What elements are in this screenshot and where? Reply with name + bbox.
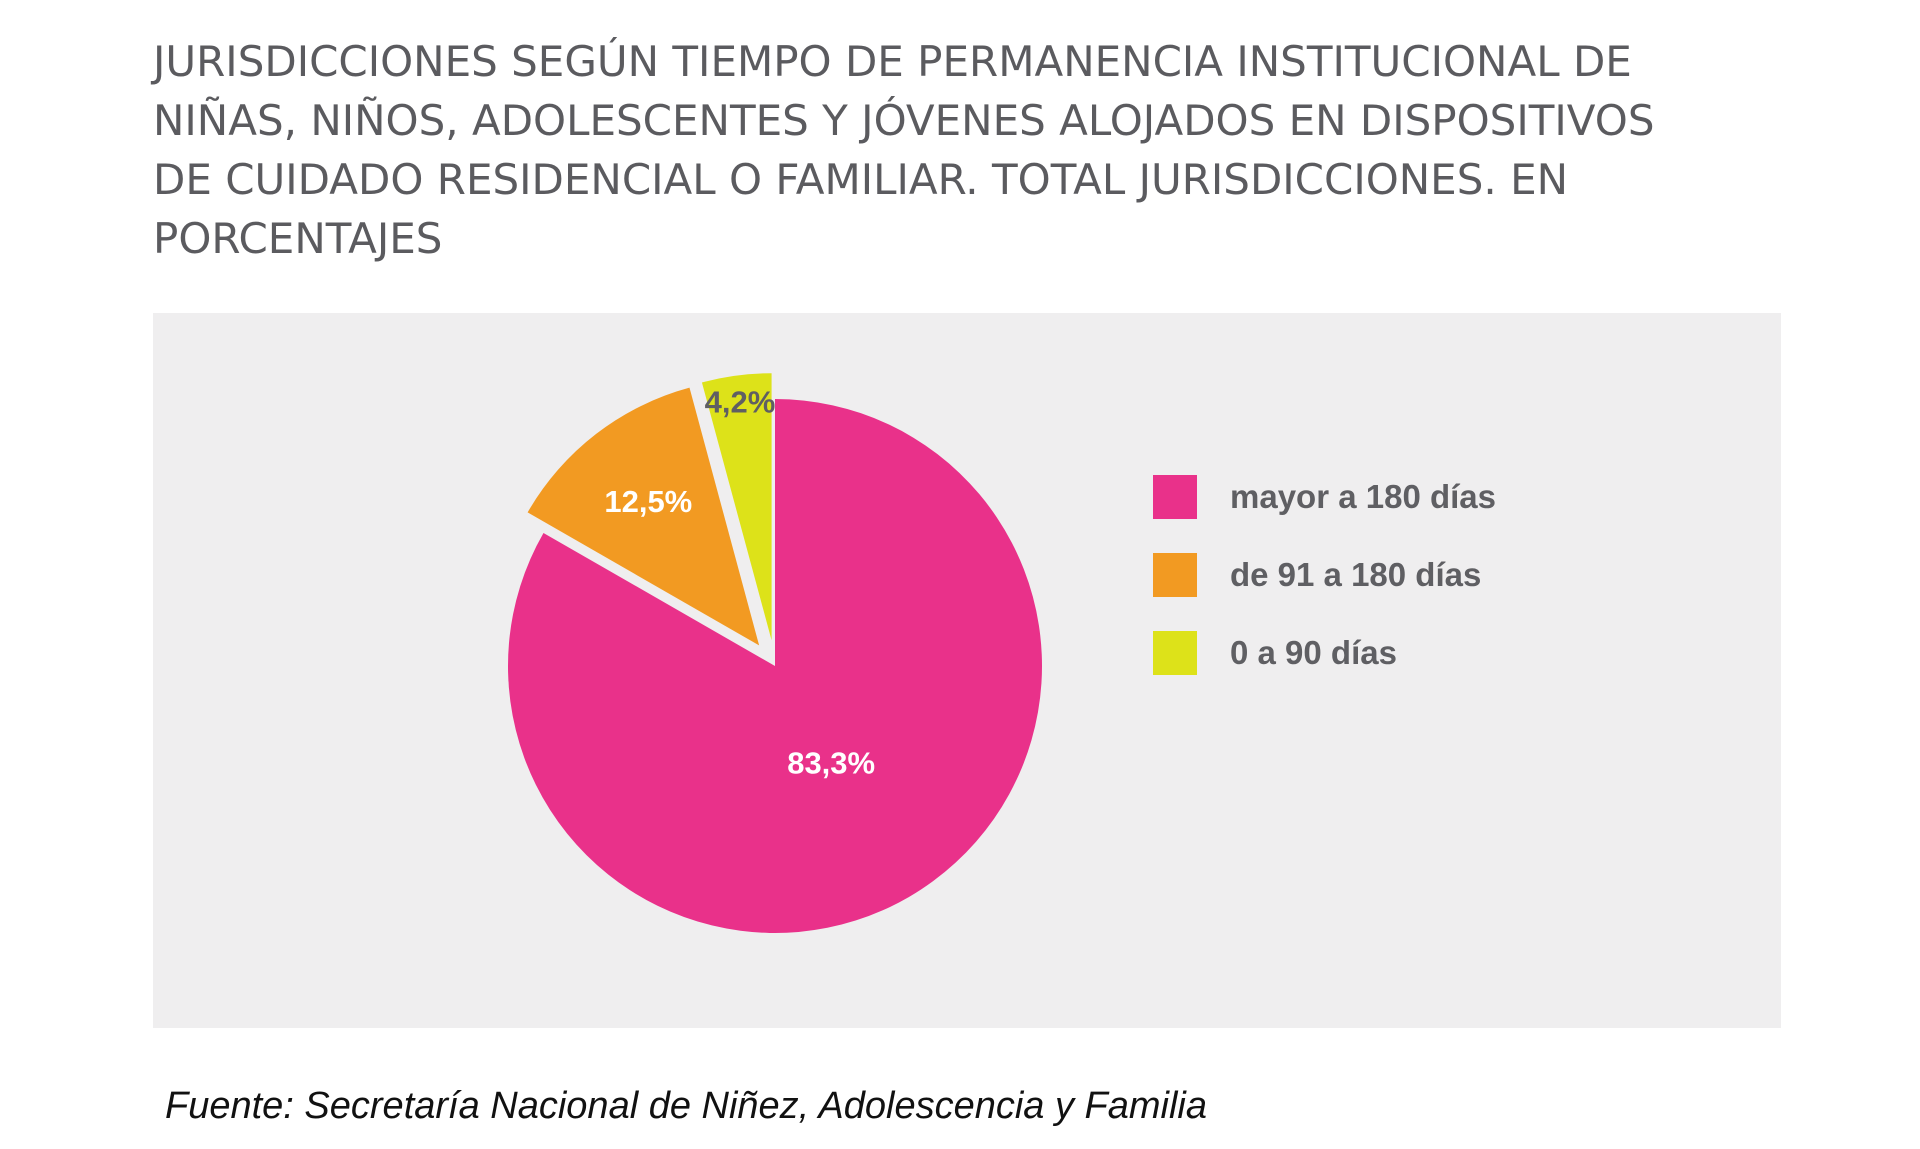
source-note: Fuente: Secretaría Nacional de Niñez, Ad…: [165, 1085, 1207, 1127]
legend-swatch: [1153, 553, 1197, 597]
legend-label: mayor a 180 días: [1230, 478, 1496, 515]
legend-item-91-180: de 91 a 180 días: [1153, 553, 1496, 597]
slice-label-mayor-180: 83,3%: [787, 746, 875, 781]
pie-slice-0-90: [701, 373, 772, 641]
chart-panel: 83,3% 12,5% 4,2% mayor a 180 días de 91 a …: [153, 313, 1781, 1028]
chart-legend: mayor a 180 días de 91 a 180 días 0 a 90…: [1153, 475, 1496, 709]
pie-slice-91-180: [527, 387, 760, 646]
legend-swatch: [1153, 475, 1197, 519]
slice-label-91-180: 12,5%: [604, 484, 692, 519]
legend-label: 0 a 90 días: [1230, 634, 1397, 671]
legend-item-mayor-180: mayor a 180 días: [1153, 475, 1496, 519]
pie-slice-mayor-180: [507, 399, 1042, 933]
legend-label: de 91 a 180 días: [1230, 556, 1482, 593]
slice-label-0-90: 4,2%: [705, 385, 776, 420]
chart-title: JURISDICCIONES SEGÚN TIEMPO DE PERMANENC…: [153, 37, 1655, 263]
legend-item-0-90: 0 a 90 días: [1153, 631, 1496, 675]
legend-swatch: [1153, 631, 1197, 675]
pie-chart: 83,3% 12,5% 4,2%: [507, 373, 1042, 933]
